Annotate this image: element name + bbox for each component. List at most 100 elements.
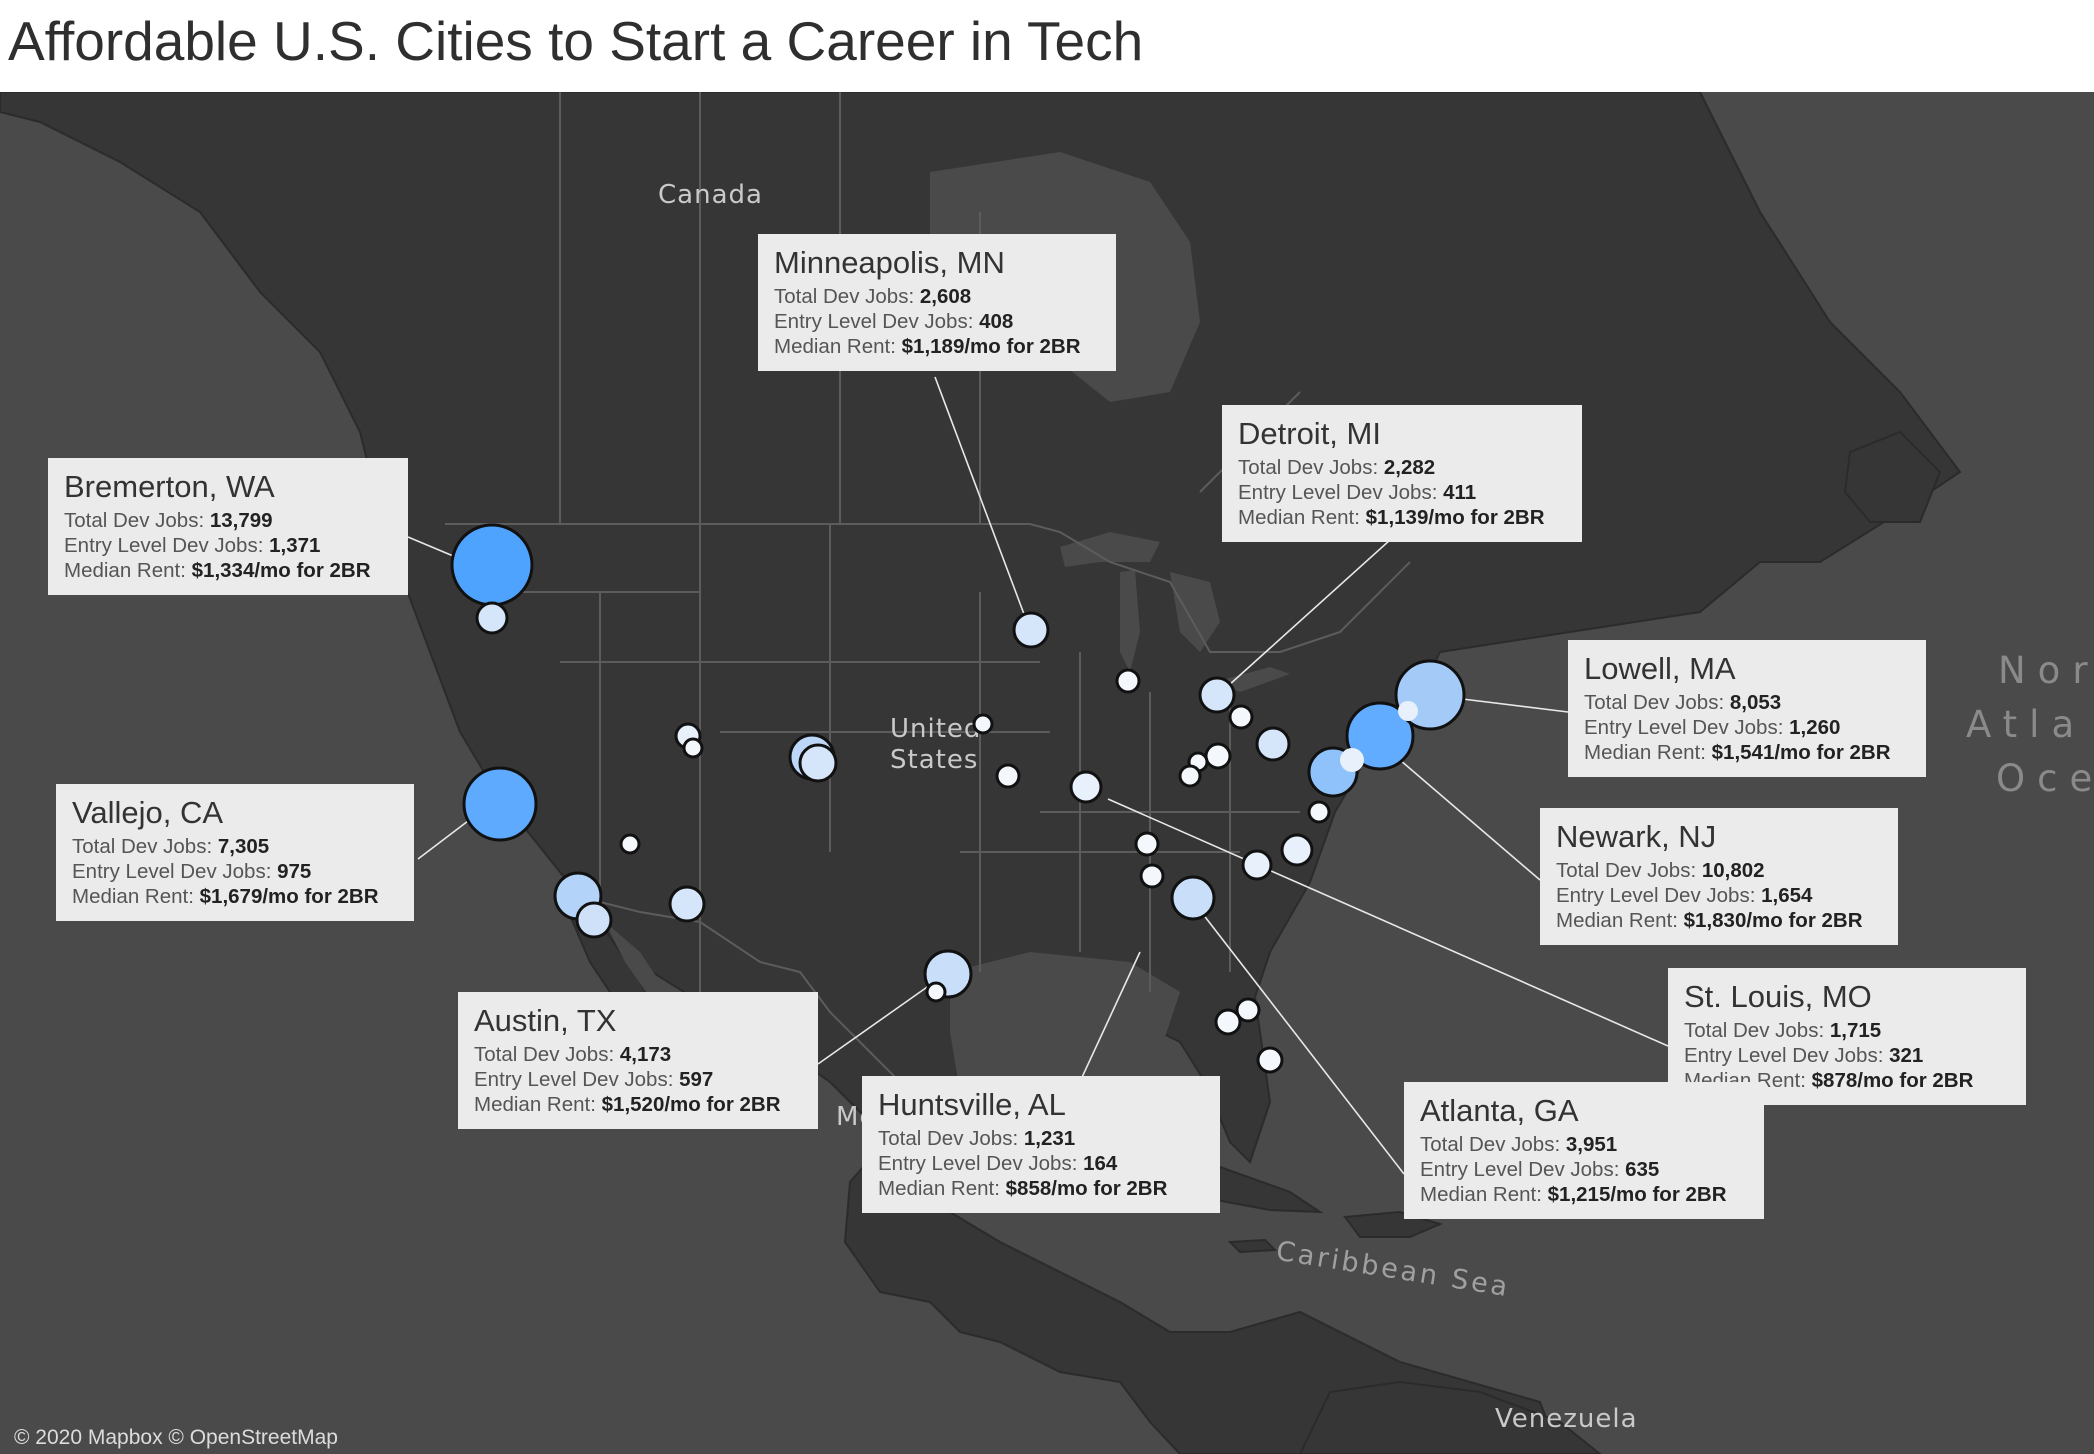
marker-vallejo[interactable] (462, 766, 538, 842)
marker-tampa[interactable] (1214, 1008, 1242, 1036)
south-america-landmass (1298, 1380, 1602, 1454)
tooltip-newark[interactable]: Newark, NJ Total Dev Jobs: 10,802 Entry … (1540, 808, 1898, 945)
median-rent-row: Median Rent: $1,520/mo for 2BR (474, 1092, 802, 1117)
entry-jobs-row: Entry Level Dev Jobs: 411 (1238, 480, 1566, 505)
marker-boston-inner[interactable] (1398, 701, 1418, 721)
marker-nashville[interactable] (1134, 831, 1160, 857)
marker-newark[interactable] (1345, 701, 1415, 771)
marker-phoenix[interactable] (668, 885, 706, 923)
entry-jobs-label: Entry Level Dev Jobs: (1684, 1044, 1884, 1067)
tooltip-atlanta[interactable]: Atlanta, GA Total Dev Jobs: 3,951 Entry … (1404, 1082, 1764, 1219)
marker-atlanta[interactable] (1170, 875, 1216, 921)
median-rent-row: Median Rent: $1,830/mo for 2BR (1556, 908, 1882, 933)
median-rent-label: Median Rent: (474, 1093, 596, 1116)
city-markers (450, 523, 1466, 1074)
median-rent-label: Median Rent: (774, 335, 896, 358)
marker-reno[interactable] (619, 833, 641, 855)
tooltip-detroit[interactable]: Detroit, MI Total Dev Jobs: 2,282 Entry … (1222, 405, 1582, 542)
lake-superior (1060, 532, 1160, 567)
marker-portland[interactable] (475, 601, 509, 635)
marker-cleveland[interactable] (1228, 704, 1254, 730)
label-ocean-line-2: Atla (1966, 703, 2087, 746)
marker-san-antonio[interactable] (925, 981, 947, 1003)
map-attribution[interactable]: © 2020 Mapbox © OpenStreetMap (14, 1426, 338, 1449)
total-jobs-row: Total Dev Jobs: 2,282 (1238, 455, 1566, 480)
entry-jobs-value: 164 (1083, 1152, 1118, 1175)
total-jobs-value: 13,799 (209, 509, 273, 532)
total-jobs-row: Total Dev Jobs: 8,053 (1584, 690, 1910, 715)
leader-detroit (1217, 521, 1411, 696)
total-jobs-label: Total Dev Jobs: (72, 835, 213, 858)
marker-raleigh[interactable] (1280, 833, 1314, 867)
entry-jobs-value: 1,371 (269, 534, 321, 557)
tooltip-lowell[interactable]: Lowell, MA Total Dev Jobs: 8,053 Entry L… (1568, 640, 1926, 777)
lake-erie (1215, 667, 1290, 692)
entry-jobs-row: Entry Level Dev Jobs: 1,371 (64, 533, 392, 558)
entry-jobs-value: 1,654 (1761, 884, 1813, 907)
marker-cincinnati[interactable] (1178, 764, 1202, 788)
marker-boulder[interactable] (798, 743, 838, 783)
total-jobs-row: Total Dev Jobs: 7,305 (72, 834, 398, 859)
us-canada-border (445, 523, 1411, 653)
map-canvas[interactable]: Canada United States Me Caribbean Sea Ve… (0, 92, 2094, 1454)
tooltip-minneapolis[interactable]: Minneapolis, MN Total Dev Jobs: 2,608 En… (758, 234, 1116, 371)
marker-milwaukee[interactable] (1115, 668, 1141, 694)
marker-orlando[interactable] (1235, 997, 1261, 1023)
total-jobs-value: 7,305 (217, 835, 270, 858)
marker-omaha[interactable] (972, 713, 994, 735)
us-mexico-border (559, 891, 901, 1083)
marker-san-diego[interactable] (575, 901, 613, 939)
total-jobs-row: Total Dev Jobs: 13,799 (64, 508, 392, 533)
city-name: Austin, TX (474, 1003, 617, 1038)
label-venezuela: Venezuela (1495, 1404, 1638, 1434)
median-rent-row: Median Rent: $1,334/mo for 2BR (64, 558, 392, 583)
leader-vallejo (417, 820, 469, 860)
marker-pittsburgh[interactable] (1255, 726, 1291, 762)
city-name: Bremerton, WA (64, 469, 275, 504)
total-jobs-label: Total Dev Jobs: (1238, 456, 1379, 479)
marker-provo[interactable] (682, 737, 704, 759)
tooltip-austin[interactable]: Austin, TX Total Dev Jobs: 4,173 Entry L… (458, 992, 818, 1129)
lake-michigan (1120, 570, 1140, 672)
entry-jobs-value: 411 (1443, 481, 1477, 504)
marker-miami[interactable] (1256, 1046, 1284, 1074)
median-rent-label: Median Rent: (1584, 741, 1706, 764)
entry-jobs-row: Entry Level Dev Jobs: 164 (878, 1151, 1204, 1176)
lake-huron (1170, 572, 1220, 652)
city-name: Atlanta, GA (1420, 1093, 1579, 1128)
total-jobs-label: Total Dev Jobs: (1684, 1019, 1825, 1042)
marker-minneapolis[interactable] (1012, 611, 1050, 649)
marker-columbus[interactable] (1204, 742, 1232, 770)
marker-nyc-inner[interactable] (1340, 748, 1364, 772)
marker-charlotte[interactable] (1241, 849, 1273, 881)
median-rent-value: $1,830/mo for 2BR (1683, 909, 1863, 932)
tooltip-bremerton[interactable]: Bremerton, WA Total Dev Jobs: 13,799 Ent… (48, 458, 408, 595)
marker-richmond[interactable] (1307, 800, 1331, 824)
total-jobs-value: 2,282 (1383, 456, 1436, 479)
tooltip-vallejo[interactable]: Vallejo, CA Total Dev Jobs: 7,305 Entry … (56, 784, 414, 921)
label-united: United (890, 714, 982, 744)
city-name: Newark, NJ (1556, 819, 1717, 854)
leader-minneapolis (934, 376, 1031, 631)
marker-kansas-city[interactable] (995, 763, 1021, 789)
marker-huntsville[interactable] (1139, 863, 1165, 889)
total-jobs-row: Total Dev Jobs: 10,802 (1556, 858, 1882, 883)
median-rent-value: $1,334/mo for 2BR (191, 559, 371, 582)
median-rent-value: $1,139/mo for 2BR (1365, 506, 1545, 529)
entry-jobs-label: Entry Level Dev Jobs: (1238, 481, 1438, 504)
city-name: Vallejo, CA (72, 795, 224, 830)
total-jobs-label: Total Dev Jobs: (64, 509, 205, 532)
leader-st-louis (1107, 798, 1669, 1047)
total-jobs-value: 4,173 (619, 1043, 672, 1066)
total-jobs-row: Total Dev Jobs: 3,951 (1420, 1132, 1748, 1157)
marker-detroit[interactable] (1198, 676, 1236, 714)
total-jobs-label: Total Dev Jobs: (774, 285, 915, 308)
median-rent-label: Median Rent: (1238, 506, 1360, 529)
marker-bremerton[interactable] (450, 523, 534, 607)
tooltip-huntsville[interactable]: Huntsville, AL Total Dev Jobs: 1,231 Ent… (862, 1076, 1220, 1213)
total-jobs-value: 2,608 (919, 285, 972, 308)
total-jobs-label: Total Dev Jobs: (1420, 1133, 1561, 1156)
entry-jobs-label: Entry Level Dev Jobs: (1556, 884, 1756, 907)
marker-st-louis[interactable] (1069, 770, 1103, 804)
entry-jobs-value: 321 (1889, 1044, 1924, 1067)
